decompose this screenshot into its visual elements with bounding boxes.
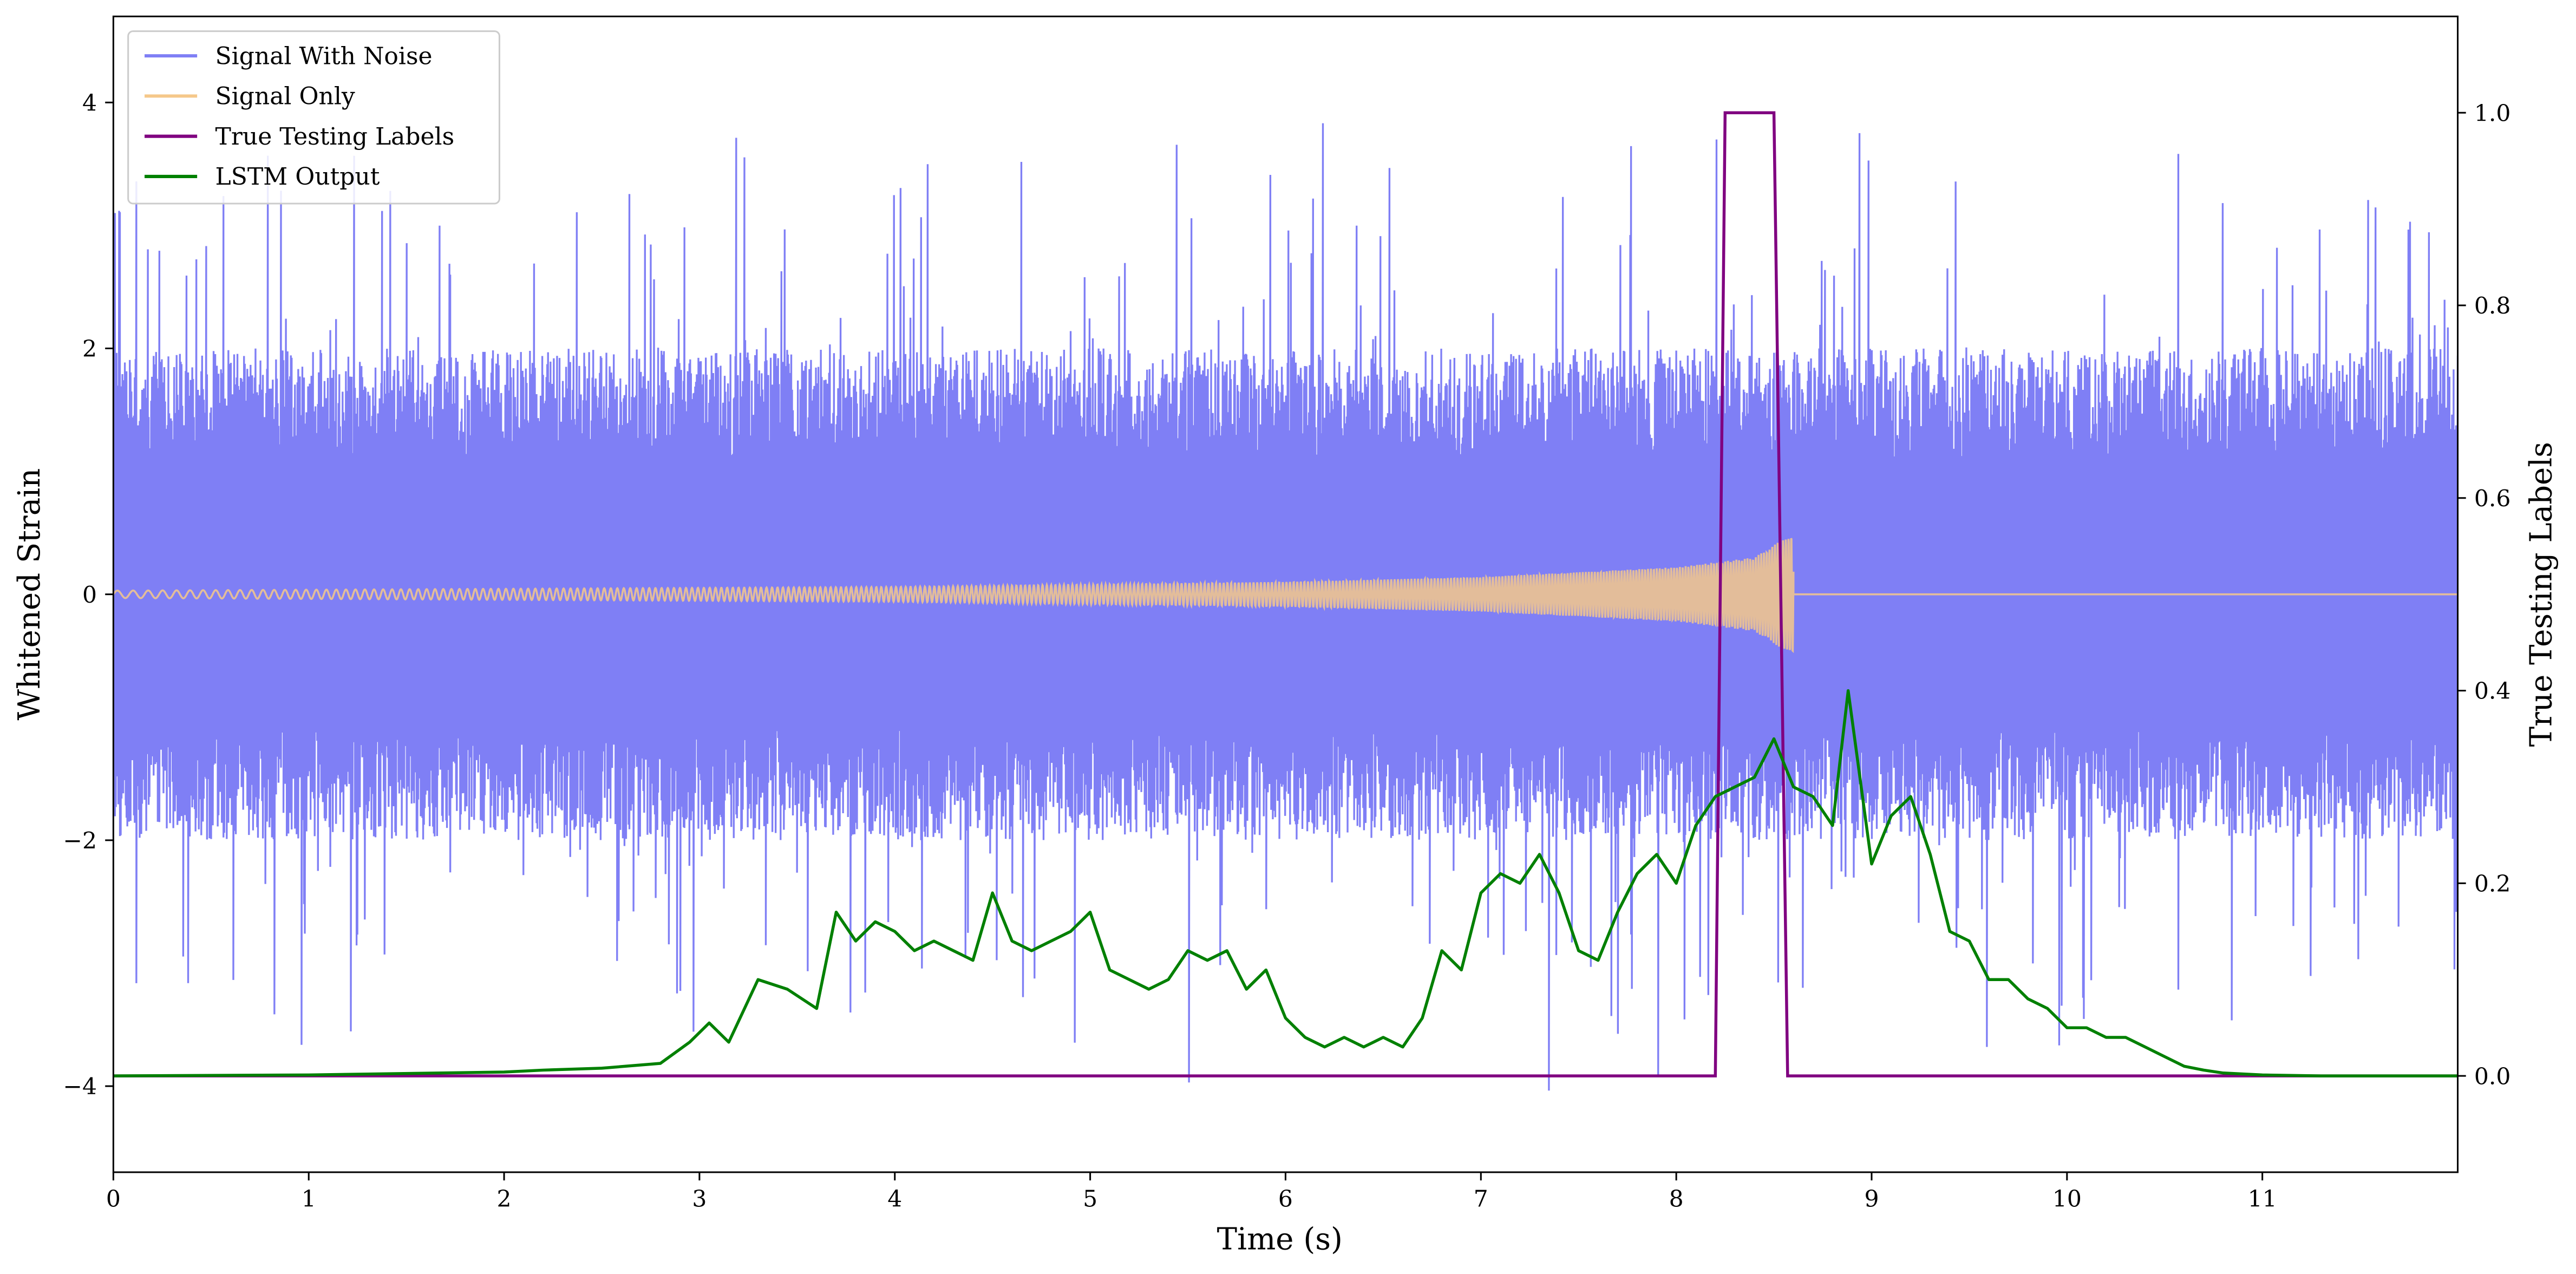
y-axis-title: Whitened Strain xyxy=(12,468,47,721)
x-tick-label: 0 xyxy=(106,1186,121,1213)
legend: Signal With Noise Signal Only True Testing… xyxy=(127,30,500,205)
plot-area xyxy=(113,111,2458,1091)
x-tick-label: 7 xyxy=(1474,1186,1488,1213)
legend-entry-lstm-output-label: LSTM Output xyxy=(215,163,380,191)
x-tick-label: 2 xyxy=(497,1186,512,1213)
y2-tick-label: 0.0 xyxy=(2474,1063,2511,1090)
x-tick-label: 10 xyxy=(2052,1186,2082,1213)
x-tick-label: 4 xyxy=(887,1186,902,1213)
y2-tick-label: 0.6 xyxy=(2474,486,2511,512)
series-true-testing-labels xyxy=(113,111,2458,1077)
x-axis-title: Time (s) xyxy=(1217,1222,1343,1257)
x-tick-label: 5 xyxy=(1083,1186,1097,1213)
x-tick-label: 1 xyxy=(302,1186,316,1213)
x-tick-label: 11 xyxy=(2248,1186,2277,1213)
y2-tick-label: 0.4 xyxy=(2474,678,2511,705)
series-lstm-output xyxy=(113,689,2458,1077)
y-tick-label: 2 xyxy=(82,336,97,363)
axes: 0 1 2 3 4 5 6 7 8 9 10 11 −4 −2 0 2 4 0.0 0.2 0.4 0.6 0.8 1.0 xyxy=(63,15,2511,1213)
legend-entry-signal-only-label: Signal Only xyxy=(215,83,355,110)
legend-entry-true-testing-labels-label: True Testing Labels xyxy=(215,123,455,151)
y-tick-label: 0 xyxy=(82,582,97,609)
y-tick-label: 4 xyxy=(82,90,97,116)
y2-tick-label: 1.0 xyxy=(2474,100,2511,127)
x-tick-label: 9 xyxy=(1864,1186,1879,1213)
y2-tick-label: 0.8 xyxy=(2474,293,2511,319)
y-tick-label: −2 xyxy=(63,828,97,854)
x-tick-label: 3 xyxy=(692,1186,707,1213)
legend-entry-signal-with-noise-label: Signal With Noise xyxy=(215,42,433,70)
legend-box xyxy=(127,30,500,205)
series-group xyxy=(113,111,2458,1091)
x-tick-label: 6 xyxy=(1278,1186,1293,1213)
y2-tick-label: 0.2 xyxy=(2474,871,2511,898)
y-tick-label: −4 xyxy=(63,1074,97,1100)
x-tick-label: 8 xyxy=(1669,1186,1684,1213)
series-signal-only xyxy=(113,538,2458,654)
y2-axis-title: True Testing Labels xyxy=(2523,442,2559,747)
